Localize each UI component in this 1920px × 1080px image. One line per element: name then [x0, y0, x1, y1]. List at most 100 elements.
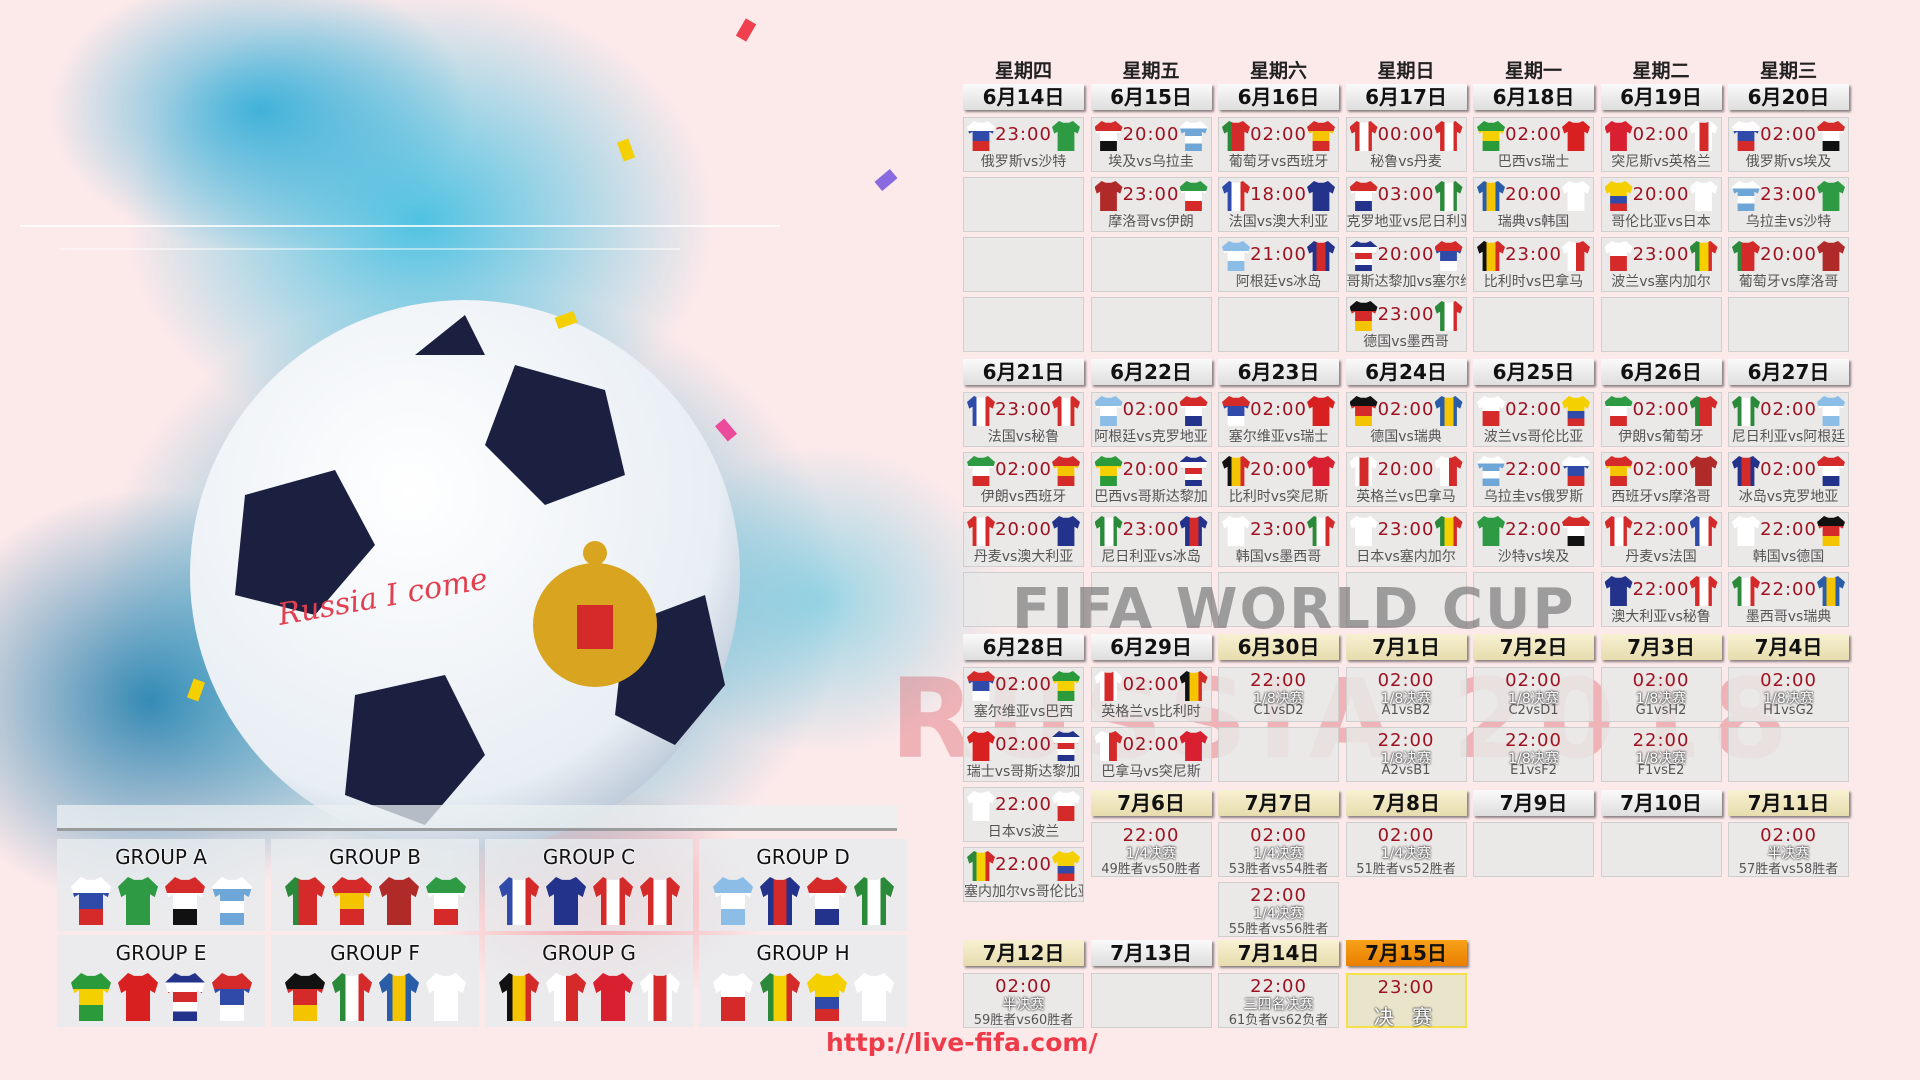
match-cell[interactable]: 22:00 日本vs波兰 [963, 787, 1084, 842]
match-cell[interactable]: 20:00 比利时vs突尼斯 [1218, 452, 1339, 507]
match-cell[interactable]: 00:00 秘鲁vs丹麦 [1345, 117, 1467, 172]
jersey-sui-icon [118, 973, 158, 1021]
match-cell[interactable]: 02:00 半决赛 59胜者vs60胜者 [963, 973, 1084, 1028]
empty-cell [963, 237, 1084, 292]
match-cell[interactable]: 20:00 瑞典vs韩国 [1473, 177, 1594, 232]
match-cell[interactable]: 02:00 1/8决赛 C2vsD1 [1473, 667, 1594, 722]
match-cell[interactable]: 02:00 瑞士vs哥斯达黎加 [963, 727, 1084, 782]
match-time: 22:00 [1122, 825, 1180, 846]
match-cell[interactable]: 02:00 伊朗vs西班牙 [963, 452, 1084, 507]
match-cell[interactable]: 02:00 尼日利亚vs阿根廷 [1728, 392, 1849, 447]
match-cell[interactable]: 22:00 1/8决赛 F1vsE2 [1600, 727, 1722, 782]
match-teams: 塞内加尔vs哥伦比亚 [964, 884, 1083, 900]
match-cell[interactable]: 02:00 塞尔维亚vs巴西 [963, 667, 1084, 722]
jersey-rus-icon [71, 877, 111, 925]
match-teams: 乌拉圭vs俄罗斯 [1483, 489, 1584, 505]
match-cell[interactable]: 22:00 1/8决赛 A2vsB1 [1345, 727, 1467, 782]
match-cell[interactable]: 20:00 埃及vs乌拉圭 [1090, 117, 1212, 172]
group-box: GROUP H [699, 935, 907, 1027]
match-cell[interactable]: 22:00 沙特vs埃及 [1473, 512, 1594, 567]
match-teams: 德国vs瑞典 [1370, 429, 1442, 445]
empty-cell [1218, 297, 1339, 352]
match-stage: 1/4决赛 [1253, 846, 1304, 862]
match-cell[interactable]: 02:00 1/4决赛 51胜者vs52胜者 [1345, 822, 1467, 877]
match-cell[interactable]: 21:00 阿根廷vs冰岛 [1218, 237, 1339, 292]
match-cell[interactable]: 02:00 德国vs瑞典 [1345, 392, 1467, 447]
match-cell[interactable]: 03:00 克罗地亚vs尼日利亚 [1345, 177, 1467, 232]
website-link[interactable]: http://live-fifa.com/ [826, 1028, 1098, 1057]
jersey-jpn-icon [854, 973, 894, 1021]
match-time: 02:00 [1760, 825, 1817, 846]
match-cell[interactable]: 22:00 1/4决赛 55胜者vs56胜者 [1218, 882, 1339, 937]
match-cell[interactable]: 02:00 塞尔维亚vs瑞士 [1218, 392, 1339, 447]
match-cell[interactable]: 20:00 巴西vs哥斯达黎加 [1090, 452, 1212, 507]
match-cell[interactable]: 02:00 俄罗斯vs埃及 [1728, 117, 1849, 172]
match-cell[interactable]: 22:00 丹麦vs法国 [1600, 512, 1722, 567]
match-cell[interactable]: 20:00 葡萄牙vs摩洛哥 [1728, 237, 1849, 292]
jersey-mex-icon [332, 973, 372, 1021]
match-cell[interactable]: 02:00 1/4决赛 53胜者vs54胜者 [1218, 822, 1339, 877]
jersey-bra-icon [71, 973, 111, 1021]
empty-cell [1473, 822, 1594, 877]
match-cell[interactable]: 22:00 乌拉圭vs俄罗斯 [1473, 452, 1594, 507]
match-cell[interactable]: 02:00 1/8决赛 G1vsH2 [1600, 667, 1722, 722]
match-cell[interactable]: 02:00 葡萄牙vs西班牙 [1218, 117, 1339, 172]
match-cell[interactable]: 22:00 塞内加尔vs哥伦比亚 [963, 847, 1084, 902]
match-time: 20:00 [1760, 244, 1817, 265]
date-bar: 6月20日 [1728, 84, 1849, 110]
russia-coat-of-arms-icon [533, 541, 657, 687]
match-teams: 日本vs塞内加尔 [1356, 549, 1456, 565]
match-cell[interactable]: 02:00 半决赛 57胜者vs58胜者 [1728, 822, 1849, 877]
match-cell[interactable]: 22:00 韩国vs德国 [1728, 512, 1849, 567]
match-cell[interactable]: 20:00 哥斯达黎加vs塞尔维亚 [1345, 237, 1467, 292]
date-bar: 7月1日 [1345, 634, 1467, 660]
match-teams: 埃及vs乌拉圭 [1108, 154, 1194, 170]
jersey-aus-icon [546, 877, 586, 925]
match-cell[interactable]: 02:00 巴拿马vs突尼斯 [1090, 727, 1212, 782]
match-cell[interactable]: 22:00 三四名决赛 61负者vs62负者 [1218, 973, 1339, 1028]
match-cell[interactable]: 20:00 丹麦vs澳大利亚 [963, 512, 1084, 567]
jersey-crc-icon [165, 973, 205, 1021]
match-cell[interactable]: 02:00 波兰vs哥伦比亚 [1473, 392, 1594, 447]
jersey-pan-icon [546, 973, 586, 1021]
jersey-ksa-icon [118, 877, 158, 925]
match-cell[interactable]: 02:00 冰岛vs克罗地亚 [1728, 452, 1849, 507]
match-cell[interactable]: 23:00 韩国vs墨西哥 [1218, 512, 1339, 567]
match-cell[interactable]: 22:00 1/8决赛 E1vsF2 [1473, 727, 1594, 782]
match-time: 23:00 [995, 399, 1052, 420]
match-cell[interactable]: 02:00 巴西vs瑞士 [1473, 117, 1594, 172]
match-teams: 巴西vs瑞士 [1497, 154, 1570, 170]
match-cell[interactable]: 22:00 墨西哥vs瑞典 [1728, 572, 1849, 627]
match-cell[interactable]: 23:00 摩洛哥vs伊朗 [1090, 177, 1212, 232]
match-cell[interactable]: 02:00 突尼斯vs英格兰 [1600, 117, 1722, 172]
match-cell[interactable]: 22:00 1/4决赛 49胜者vs50胜者 [1090, 822, 1212, 877]
match-cell[interactable]: 23:00 法国vs秘鲁 [963, 392, 1084, 447]
match-cell[interactable]: 23:00 乌拉圭vs沙特 [1728, 177, 1849, 232]
match-cell[interactable]: 20:00 哥伦比亚vs日本 [1600, 177, 1722, 232]
match-time: 03:00 [1377, 184, 1435, 205]
soccer-ball: Russia I come [190, 300, 740, 850]
group-name: GROUP G [542, 941, 636, 965]
match-cell[interactable]: 23:00 决 赛 [1345, 973, 1467, 1029]
match-cell[interactable]: 02:00 1/8决赛 H1vsG2 [1728, 667, 1849, 722]
match-cell[interactable]: 02:00 伊朗vs葡萄牙 [1600, 392, 1722, 447]
match-time: 22:00 [1505, 519, 1562, 540]
match-cell[interactable]: 23:00 日本vs塞内加尔 [1345, 512, 1467, 567]
group-name: GROUP C [542, 845, 636, 869]
date-bar: 7月8日 [1345, 790, 1467, 816]
match-cell[interactable]: 23:00 德国vs墨西哥 [1345, 297, 1467, 352]
match-time: 02:00 [1250, 399, 1307, 420]
match-cell[interactable]: 22:00 澳大利亚vs秘鲁 [1600, 572, 1722, 627]
match-cell[interactable]: 18:00 法国vs澳大利亚 [1218, 177, 1339, 232]
match-cell[interactable]: 02:00 英格兰vs比利时 [1090, 667, 1212, 722]
match-cell[interactable]: 02:00 西班牙vs摩洛哥 [1600, 452, 1722, 507]
match-cell[interactable]: 23:00 尼日利亚vs冰岛 [1090, 512, 1212, 567]
match-teams: 冰岛vs克罗地亚 [1738, 489, 1839, 505]
match-cell[interactable]: 22:00 1/8决赛 C1vsD2 [1218, 667, 1339, 722]
match-cell[interactable]: 02:00 阿根廷vs克罗地亚 [1090, 392, 1212, 447]
match-cell[interactable]: 02:00 1/8决赛 A1vsB2 [1345, 667, 1467, 722]
match-cell[interactable]: 23:00 波兰vs塞内加尔 [1600, 237, 1722, 292]
match-cell[interactable]: 23:00 俄罗斯vs沙特 [963, 117, 1084, 172]
match-cell[interactable]: 20:00 英格兰vs巴拿马 [1345, 452, 1467, 507]
match-cell[interactable]: 23:00 比利时vs巴拿马 [1473, 237, 1594, 292]
